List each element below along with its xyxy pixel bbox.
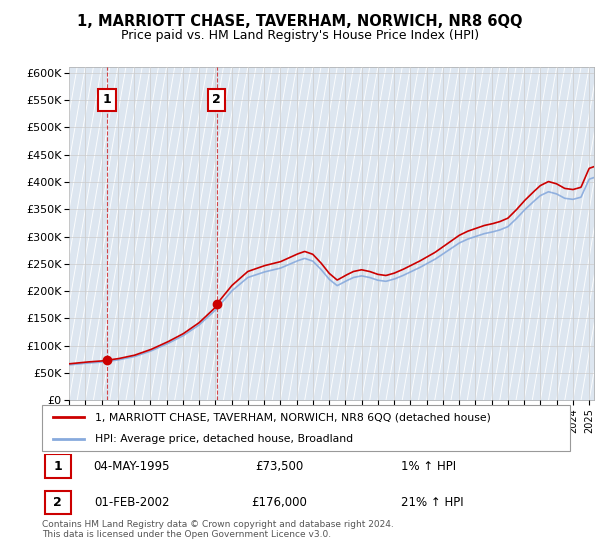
Text: 2: 2 xyxy=(53,496,62,509)
Text: 01-FEB-2002: 01-FEB-2002 xyxy=(94,496,170,509)
Text: 2: 2 xyxy=(212,94,221,106)
Text: 21% ↑ HPI: 21% ↑ HPI xyxy=(401,496,464,509)
FancyBboxPatch shape xyxy=(44,491,71,515)
Text: £176,000: £176,000 xyxy=(251,496,308,509)
Text: HPI: Average price, detached house, Broadland: HPI: Average price, detached house, Broa… xyxy=(95,435,353,444)
Text: £73,500: £73,500 xyxy=(256,460,304,473)
Text: 1: 1 xyxy=(53,460,62,473)
FancyBboxPatch shape xyxy=(42,405,570,451)
Text: Price paid vs. HM Land Registry's House Price Index (HPI): Price paid vs. HM Land Registry's House … xyxy=(121,29,479,42)
FancyBboxPatch shape xyxy=(44,454,71,478)
Text: Contains HM Land Registry data © Crown copyright and database right 2024.
This d: Contains HM Land Registry data © Crown c… xyxy=(42,520,394,539)
Text: 1, MARRIOTT CHASE, TAVERHAM, NORWICH, NR8 6QQ: 1, MARRIOTT CHASE, TAVERHAM, NORWICH, NR… xyxy=(77,14,523,29)
Text: 1% ↑ HPI: 1% ↑ HPI xyxy=(401,460,456,473)
Text: 04-MAY-1995: 04-MAY-1995 xyxy=(94,460,170,473)
Text: 1: 1 xyxy=(103,94,112,106)
Text: 1, MARRIOTT CHASE, TAVERHAM, NORWICH, NR8 6QQ (detached house): 1, MARRIOTT CHASE, TAVERHAM, NORWICH, NR… xyxy=(95,412,491,422)
